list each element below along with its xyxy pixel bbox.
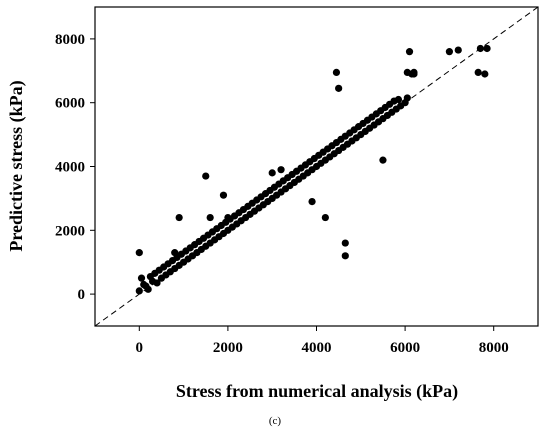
- data-point: [335, 84, 343, 92]
- data-point: [341, 239, 349, 247]
- data-point: [394, 95, 403, 104]
- data-point: [405, 48, 414, 56]
- data-point: [341, 252, 349, 260]
- y-tick-label: 8000: [55, 32, 85, 48]
- y-tick-label: 0: [78, 287, 86, 303]
- data-point: [454, 46, 462, 54]
- data-point: [403, 94, 411, 102]
- data-point: [308, 197, 316, 206]
- x-tick-label: 4000: [302, 340, 332, 356]
- data-point: [483, 44, 491, 53]
- data-point: [474, 68, 482, 76]
- y-axis-label: Predictive stress (kPa): [6, 80, 27, 251]
- data-point: [481, 70, 489, 78]
- data-point: [403, 68, 411, 76]
- data-point: [137, 274, 146, 282]
- data-point: [171, 249, 179, 257]
- x-tick-label: 8000: [479, 340, 509, 356]
- data-point: [175, 213, 183, 222]
- panel-label: (c): [269, 415, 282, 427]
- x-axis-ticks: 0 2000 4000 6000 8000: [136, 326, 509, 356]
- data-point: [202, 172, 210, 180]
- data-point: [219, 191, 228, 199]
- data-point: [135, 287, 143, 295]
- x-tick-label: 2000: [213, 340, 243, 356]
- x-tick-label: 6000: [390, 340, 420, 356]
- y-tick-label: 4000: [55, 160, 85, 176]
- y-tick-label: 2000: [55, 223, 85, 239]
- data-point: [268, 169, 276, 177]
- data-point: [206, 213, 214, 222]
- data-point: [142, 282, 150, 290]
- data-point: [153, 279, 161, 287]
- x-axis-label: Stress from numerical analysis (kPa): [176, 381, 458, 402]
- data-point: [224, 213, 232, 222]
- data-point: [476, 44, 485, 53]
- data-point: [332, 68, 341, 76]
- data-point: [410, 70, 418, 78]
- data-point: [379, 156, 387, 164]
- x-tick-label: 0: [136, 340, 144, 356]
- data-point: [445, 48, 453, 56]
- data-point: [277, 166, 285, 174]
- data-point: [135, 249, 143, 257]
- data-point: [321, 213, 329, 222]
- data-points: [135, 44, 491, 295]
- y-axis-ticks: 0 2000 4000 6000 8000: [55, 32, 95, 303]
- y-tick-label: 6000: [55, 96, 85, 112]
